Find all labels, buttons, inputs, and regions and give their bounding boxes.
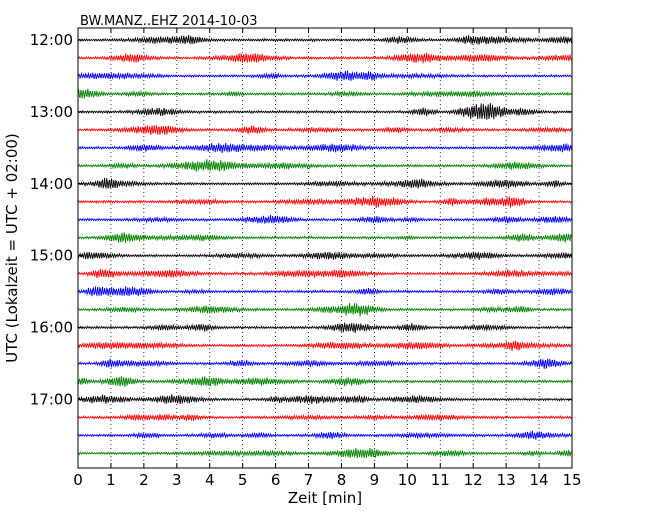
y-tick-label: 12:00 xyxy=(30,31,73,49)
plot-frame xyxy=(77,27,573,469)
x-tick-label: 1 xyxy=(106,471,116,489)
x-axis-label: Zeit [min] xyxy=(288,489,362,507)
seismic-trace-line xyxy=(77,286,572,297)
x-tick-label: 9 xyxy=(370,471,380,489)
grid-layer xyxy=(110,28,540,468)
seismic-trace-line xyxy=(77,34,572,46)
x-tick-label: 13 xyxy=(497,471,516,489)
seismic-trace-line xyxy=(77,251,572,261)
x-tick-label: 12 xyxy=(464,471,483,489)
seismic-trace-line xyxy=(77,52,572,64)
x-tick-label: 8 xyxy=(337,471,347,489)
seismic-trace-line xyxy=(77,430,572,440)
seismic-trace-line xyxy=(77,142,572,154)
y-axis: 12:00 13:00 14:00 15:00 16:00 17:00 xyxy=(30,31,572,408)
seismic-trace-line xyxy=(77,159,572,172)
seismic-trace-line xyxy=(77,88,572,99)
seismic-trace-line xyxy=(77,102,572,120)
y-tick-label: 15:00 xyxy=(30,247,73,265)
y-tick-label: 16:00 xyxy=(30,319,73,337)
x-tick-label: 7 xyxy=(304,471,314,489)
y-tick-label: 17:00 xyxy=(30,390,73,408)
seismic-trace-line xyxy=(77,232,572,243)
seismic-trace-line xyxy=(77,394,572,405)
x-tick-label: 10 xyxy=(398,471,417,489)
x-tick-label: 2 xyxy=(139,471,149,489)
seismic-trace-line xyxy=(77,195,572,209)
x-tick-label: 3 xyxy=(172,471,182,489)
seismic-trace-line xyxy=(77,125,572,135)
x-tick-label: 0 xyxy=(73,471,83,489)
seismic-trace-line xyxy=(77,447,572,459)
seismic-trace-line xyxy=(77,376,572,387)
seismic-trace-line xyxy=(77,340,572,352)
x-axis: 0 1 2 3 4 5 6 7 8 9 10 11 12 13 14 15 xyxy=(73,28,582,489)
seismic-trace-line xyxy=(77,322,572,334)
x-tick-label: 11 xyxy=(431,471,450,489)
seismic-trace-line xyxy=(77,70,572,81)
trace-layer xyxy=(77,34,572,459)
seismic-trace-line xyxy=(77,268,572,279)
seismic-trace-line xyxy=(77,358,572,370)
y-tick-label: 13:00 xyxy=(30,103,73,121)
seismic-trace-line xyxy=(77,303,572,317)
x-tick-label: 4 xyxy=(205,471,215,489)
seismic-trace-line xyxy=(77,214,572,224)
x-tick-label: 15 xyxy=(562,471,581,489)
y-axis-label: UTC (Lokalzeit = UTC + 02:00) xyxy=(3,133,21,363)
seismic-trace-line xyxy=(77,413,572,422)
seismic-trace-line xyxy=(77,177,572,190)
x-tick-label: 14 xyxy=(530,471,549,489)
x-tick-label: 6 xyxy=(271,471,281,489)
x-tick-label: 5 xyxy=(238,471,248,489)
chart-title: BW.MANZ..EHZ 2014-10-03 xyxy=(80,14,258,29)
y-tick-label: 14:00 xyxy=(30,175,73,193)
